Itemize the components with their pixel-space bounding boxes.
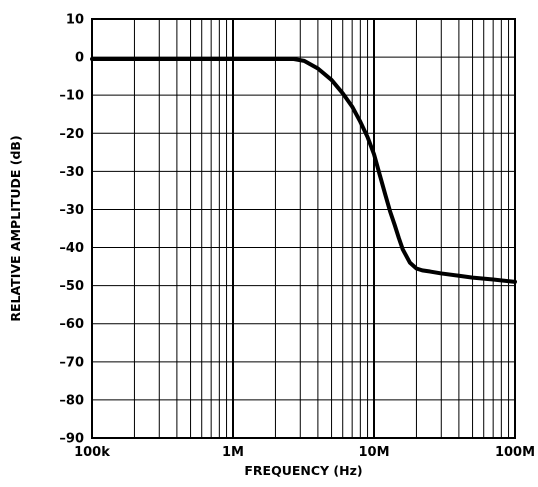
y-tick-label: 10: [66, 13, 84, 28]
series-line: [90, 57, 517, 284]
x-tick-labels: 100k 1M 10M 100M: [74, 445, 535, 460]
y-tick-label: –80: [59, 393, 84, 408]
y-tick-labels: 10 0 –10 –20 –30 –30 –40 –50 –60 –70 –80 –90: [59, 13, 84, 447]
x-tick-label: 10M: [358, 445, 389, 460]
y-tick-label: –60: [59, 317, 84, 332]
x-axis-title: FREQUENCY (Hz): [244, 463, 362, 478]
y-tick-label: –10: [59, 89, 84, 104]
y-tick-label: –20: [59, 127, 84, 142]
y-tick-label: –40: [59, 241, 84, 256]
y-tick-label: –30: [59, 165, 84, 180]
y-tick-label: –70: [59, 355, 84, 370]
x-tick-label: 100k: [74, 445, 110, 460]
y-tick-label: –30: [59, 203, 84, 218]
plot-frame: [91, 18, 516, 439]
y-tick-label: 0: [75, 51, 84, 66]
y-axis-title: RELATIVE AMPLITUDE (dB): [8, 135, 23, 321]
y-tick-label: –90: [59, 432, 84, 447]
series-layer: [90, 57, 517, 284]
grid: [92, 19, 515, 438]
x-tick-label: 100M: [495, 445, 535, 460]
x-tick-label: 1M: [222, 445, 244, 460]
y-tick-label: –50: [59, 279, 84, 294]
